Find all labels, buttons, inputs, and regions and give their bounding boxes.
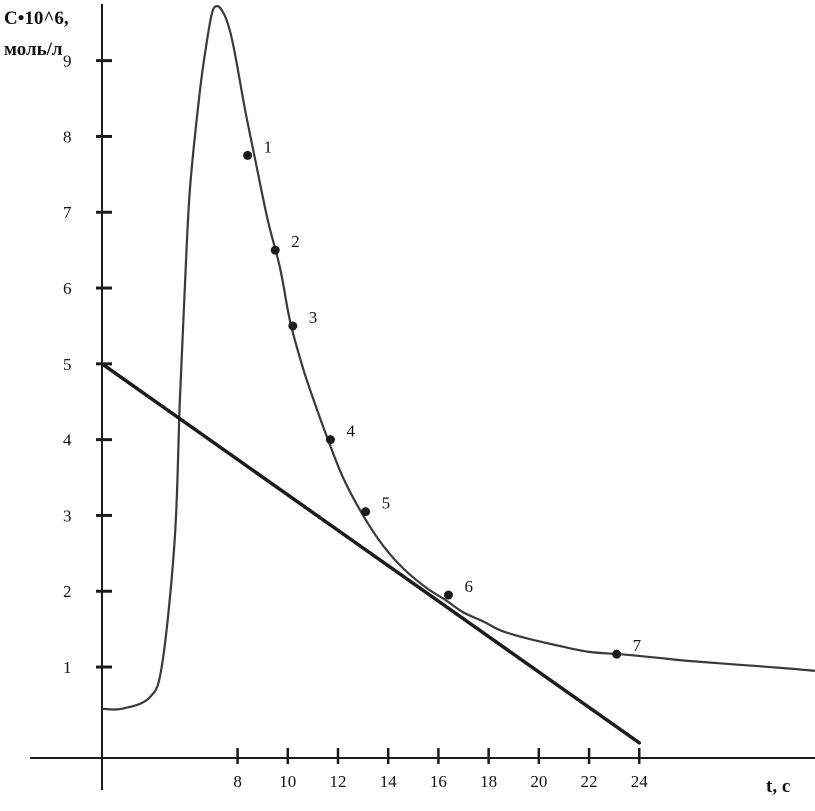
y-tick-label: 6 xyxy=(63,279,72,298)
x-tick-label: 20 xyxy=(530,772,547,791)
x-ticks-group: 8 10 12 14 16 18 20 22 24 xyxy=(233,748,648,791)
concentration-curve xyxy=(101,5,815,711)
tangent-line xyxy=(100,362,642,745)
y-axis-title-line1: C•10^6, xyxy=(4,8,69,29)
y-ticks-group: 1 2 3 4 5 6 7 8 9 xyxy=(63,52,112,677)
x-tick-label: 24 xyxy=(631,772,649,791)
point-label: 1 xyxy=(264,137,273,156)
marked-point xyxy=(443,590,453,600)
x-tick-label: 12 xyxy=(329,772,346,791)
x-tick-label: 10 xyxy=(279,772,296,791)
y-tick-label: 8 xyxy=(63,127,72,146)
y-tick-label: 2 xyxy=(63,582,72,601)
x-axis-title: t, c xyxy=(766,776,790,797)
point-label: 7 xyxy=(633,636,642,655)
point-label: 3 xyxy=(309,308,318,327)
marked-point xyxy=(361,507,371,517)
y-tick-label: 3 xyxy=(63,506,72,525)
marked-point xyxy=(325,435,335,445)
series-group xyxy=(100,5,815,745)
y-tick-label: 9 xyxy=(63,52,72,71)
point-label: 2 xyxy=(291,232,300,251)
y-axis-title-line2: моль/л xyxy=(4,39,63,60)
marked-point xyxy=(288,321,298,331)
y-tick-label: 1 xyxy=(63,658,72,677)
x-tick-label: 8 xyxy=(233,772,242,791)
x-tick-label: 18 xyxy=(480,772,497,791)
marked-points-group: 1 2 3 4 5 6 7 xyxy=(243,137,642,659)
marked-point xyxy=(270,245,280,255)
point-label: 4 xyxy=(346,422,355,441)
marked-point xyxy=(612,649,622,659)
point-label: 6 xyxy=(464,577,473,596)
y-tick-label: 4 xyxy=(63,431,72,450)
point-label: 5 xyxy=(382,494,391,513)
x-tick-label: 16 xyxy=(430,772,447,791)
y-tick-label: 5 xyxy=(63,355,72,374)
y-tick-label: 7 xyxy=(63,203,72,222)
x-tick-label: 22 xyxy=(581,772,598,791)
x-tick-label: 14 xyxy=(380,772,398,791)
marked-point xyxy=(243,150,253,160)
